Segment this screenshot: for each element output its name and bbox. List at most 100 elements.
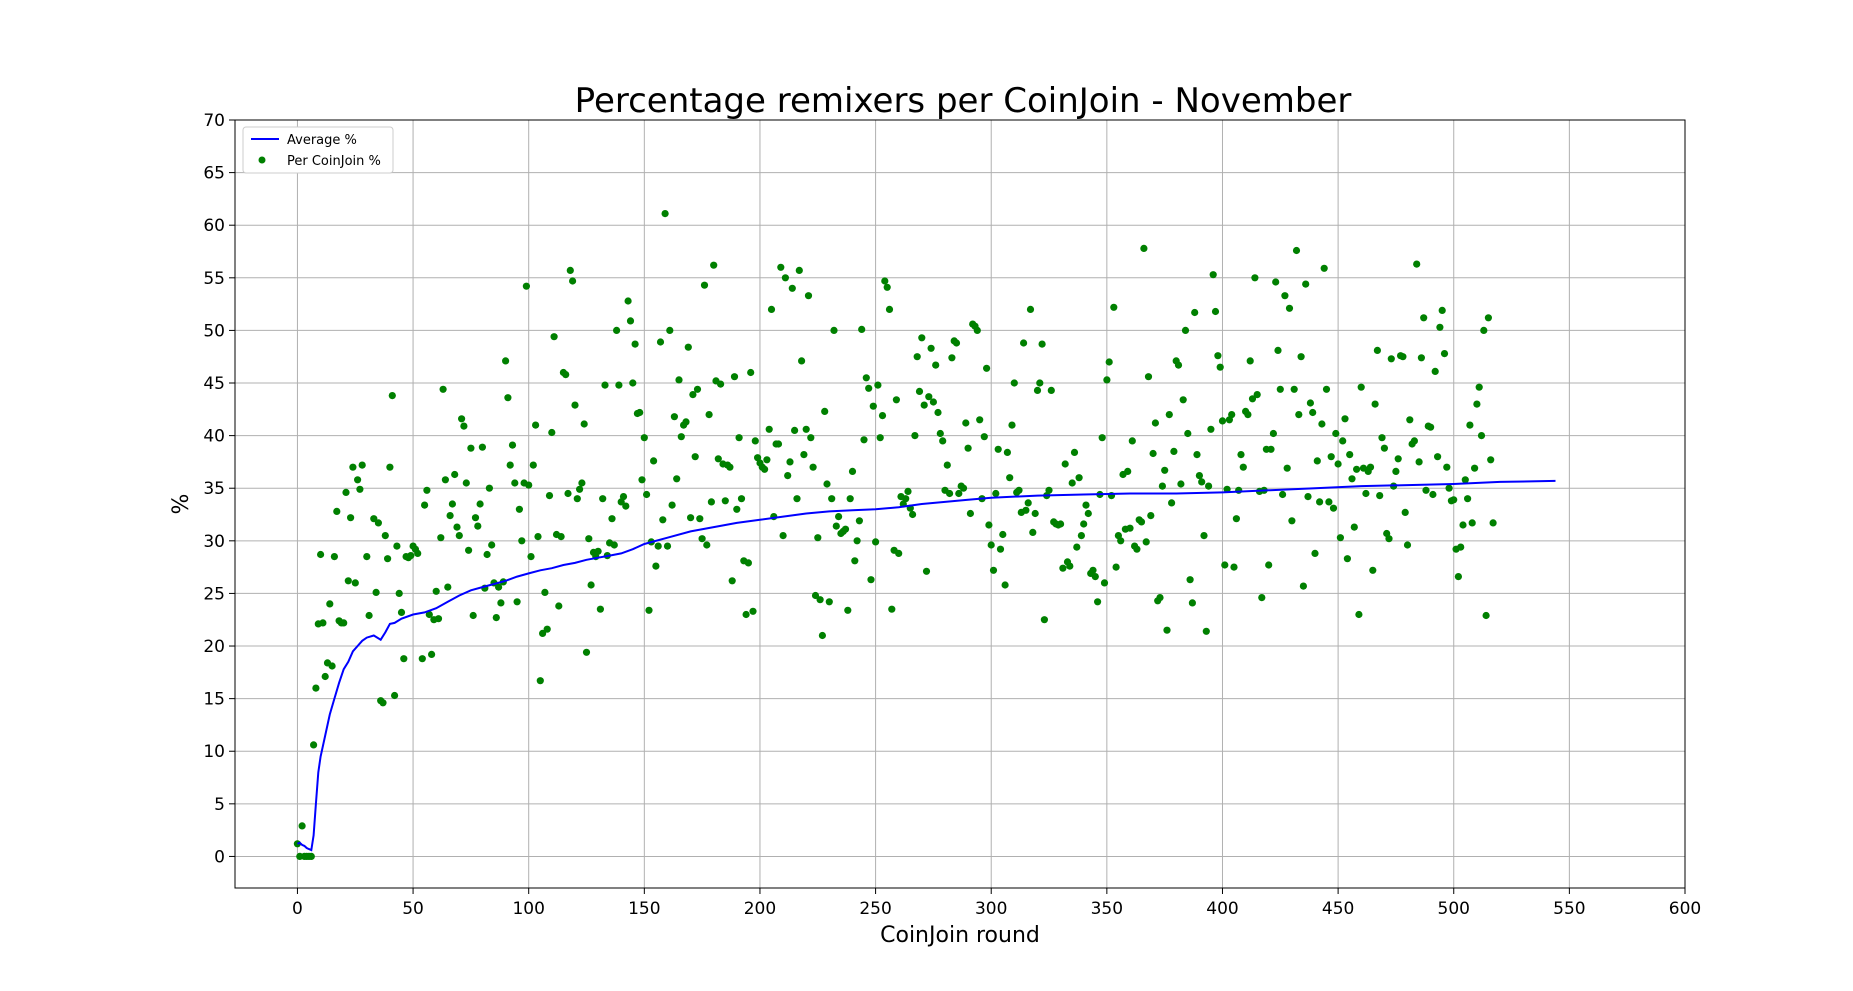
y-tick-label: 30 — [203, 532, 225, 552]
data-point — [543, 625, 551, 633]
data-point — [1445, 484, 1453, 492]
y-tick-label: 60 — [203, 216, 225, 236]
data-point — [802, 425, 810, 433]
data-point — [851, 557, 859, 565]
data-point — [1246, 357, 1254, 365]
data-point — [818, 631, 827, 640]
data-point — [1142, 538, 1150, 546]
data-point — [1281, 292, 1289, 300]
data-point — [1128, 437, 1136, 445]
data-point — [448, 500, 456, 508]
data-point — [421, 501, 429, 509]
data-point — [1327, 453, 1335, 461]
data-point — [952, 339, 961, 347]
data-point — [994, 445, 1002, 453]
data-point — [428, 650, 436, 659]
data-point — [1440, 350, 1449, 358]
data-point — [354, 476, 362, 484]
data-point — [1195, 472, 1203, 480]
data-point — [1290, 385, 1298, 393]
data-point — [1137, 518, 1146, 526]
data-point — [640, 434, 648, 442]
data-point — [830, 326, 838, 334]
data-point — [1406, 416, 1414, 424]
data-point — [684, 343, 692, 351]
x-tick-label: 0 — [292, 899, 303, 919]
data-point — [596, 605, 605, 613]
data-point — [467, 444, 475, 452]
data-point — [1295, 411, 1303, 419]
data-point — [786, 458, 794, 466]
x-tick-label: 150 — [628, 899, 660, 919]
data-point — [1343, 555, 1351, 563]
data-point — [1420, 314, 1428, 322]
data-point — [698, 535, 706, 543]
data-point — [858, 325, 866, 333]
data-point — [885, 305, 894, 313]
data-point — [707, 498, 716, 506]
data-point — [1341, 415, 1349, 423]
data-point — [483, 550, 491, 559]
data-point — [1149, 449, 1157, 458]
data-point — [865, 384, 873, 392]
data-point — [1184, 429, 1192, 438]
data-point — [804, 292, 813, 300]
data-point — [525, 481, 533, 489]
data-point — [809, 463, 817, 471]
data-point — [1221, 561, 1229, 569]
data-point — [626, 317, 635, 325]
data-point — [1415, 458, 1423, 466]
y-tick-label: 20 — [203, 637, 225, 657]
y-tick-label: 15 — [203, 690, 225, 710]
data-point — [506, 461, 514, 469]
data-point — [1235, 486, 1243, 494]
data-point — [1457, 543, 1465, 551]
y-tick-label: 10 — [203, 742, 225, 762]
data-point — [821, 407, 829, 415]
data-point — [298, 822, 306, 830]
data-point — [1024, 499, 1032, 507]
data-point — [1454, 573, 1462, 581]
data-point — [573, 495, 581, 503]
data-point — [518, 537, 526, 545]
data-point — [1316, 498, 1324, 506]
data-point — [599, 495, 607, 503]
data-point — [1089, 566, 1097, 574]
data-point — [791, 426, 799, 434]
data-point — [1464, 495, 1472, 503]
data-point — [661, 210, 669, 218]
data-point — [668, 501, 676, 509]
data-point — [744, 559, 753, 567]
data-point — [1133, 545, 1141, 553]
y-tick-label: 0 — [214, 847, 225, 867]
data-point — [1061, 460, 1069, 468]
data-point — [384, 555, 392, 563]
data-point — [1248, 395, 1257, 403]
data-point — [1311, 549, 1319, 558]
data-point — [1371, 400, 1379, 408]
data-point — [1211, 307, 1220, 316]
data-point — [781, 274, 790, 282]
data-point — [1339, 437, 1347, 445]
data-point — [948, 354, 956, 362]
data-point — [816, 596, 824, 604]
x-tick-label: 450 — [1322, 899, 1354, 919]
data-point — [828, 495, 836, 503]
data-point — [1285, 304, 1294, 312]
x-tick-label: 550 — [1553, 899, 1585, 919]
data-point — [696, 515, 704, 523]
data-point — [705, 411, 713, 419]
data-point — [1292, 246, 1301, 255]
data-point — [488, 541, 496, 549]
data-point — [1436, 323, 1444, 331]
data-point — [1205, 482, 1213, 490]
data-point — [867, 576, 875, 584]
data-point — [860, 436, 868, 444]
data-point — [1332, 429, 1340, 438]
data-point — [495, 583, 503, 591]
data-point — [677, 433, 685, 441]
x-tick-label: 500 — [1438, 899, 1470, 919]
data-point — [557, 533, 565, 541]
data-point — [478, 443, 486, 451]
data-point — [400, 655, 408, 663]
